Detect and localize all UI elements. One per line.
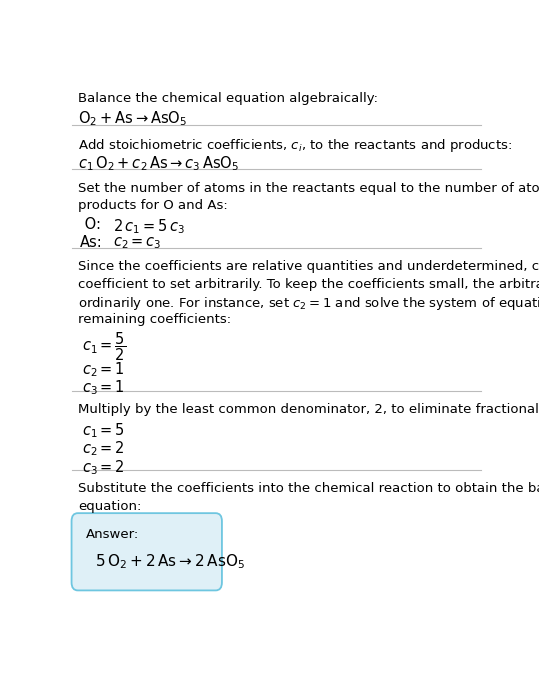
- Text: Balance the chemical equation algebraically:: Balance the chemical equation algebraica…: [78, 92, 378, 105]
- Text: Answer:: Answer:: [86, 528, 140, 541]
- Text: $c_3 = 2$: $c_3 = 2$: [82, 458, 125, 477]
- Text: equation:: equation:: [78, 500, 141, 513]
- Text: $c_2 = 1$: $c_2 = 1$: [82, 361, 125, 379]
- Text: $5\,\mathrm{O_2} + 2\,\mathrm{As} \rightarrow 2\,\mathrm{AsO_5}$: $5\,\mathrm{O_2} + 2\,\mathrm{As} \right…: [94, 552, 245, 571]
- Text: $c_3 = 1$: $c_3 = 1$: [82, 379, 125, 397]
- Text: remaining coefficients:: remaining coefficients:: [78, 313, 231, 326]
- Text: Multiply by the least common denominator, 2, to eliminate fractional coefficient: Multiply by the least common denominator…: [78, 403, 539, 417]
- Text: $c_1 = \dfrac{5}{2}$: $c_1 = \dfrac{5}{2}$: [82, 330, 126, 363]
- Text: $c_1 = 5$: $c_1 = 5$: [82, 421, 125, 439]
- Text: coefficient to set arbitrarily. To keep the coefficients small, the arbitrary va: coefficient to set arbitrarily. To keep …: [78, 277, 539, 291]
- Text: $\mathrm{O_2} + \mathrm{As} \rightarrow \mathrm{AsO_5}$: $\mathrm{O_2} + \mathrm{As} \rightarrow …: [78, 110, 187, 129]
- Text: $c_1\,\mathrm{O_2} + c_2\,\mathrm{As} \rightarrow c_3\,\mathrm{AsO_5}$: $c_1\,\mathrm{O_2} + c_2\,\mathrm{As} \r…: [78, 154, 239, 173]
- Text: $2\,c_1 = 5\,c_3$: $2\,c_1 = 5\,c_3$: [113, 217, 185, 236]
- Text: products for O and As:: products for O and As:: [78, 199, 227, 212]
- Text: O:: O:: [80, 217, 101, 232]
- Text: Substitute the coefficients into the chemical reaction to obtain the balanced: Substitute the coefficients into the che…: [78, 482, 539, 495]
- FancyBboxPatch shape: [72, 513, 222, 590]
- Text: Set the number of atoms in the reactants equal to the number of atoms in the: Set the number of atoms in the reactants…: [78, 182, 539, 194]
- Text: $c_2 = 2$: $c_2 = 2$: [82, 439, 125, 458]
- Text: $c_2 = c_3$: $c_2 = c_3$: [113, 235, 162, 251]
- Text: Since the coefficients are relative quantities and underdetermined, choose a: Since the coefficients are relative quan…: [78, 260, 539, 273]
- Text: Add stoichiometric coefficients, $c_i$, to the reactants and products:: Add stoichiometric coefficients, $c_i$, …: [78, 137, 512, 154]
- Text: As:: As:: [80, 235, 102, 251]
- Text: ordinarily one. For instance, set $c_2 = 1$ and solve the system of equations fo: ordinarily one. For instance, set $c_2 =…: [78, 295, 539, 312]
